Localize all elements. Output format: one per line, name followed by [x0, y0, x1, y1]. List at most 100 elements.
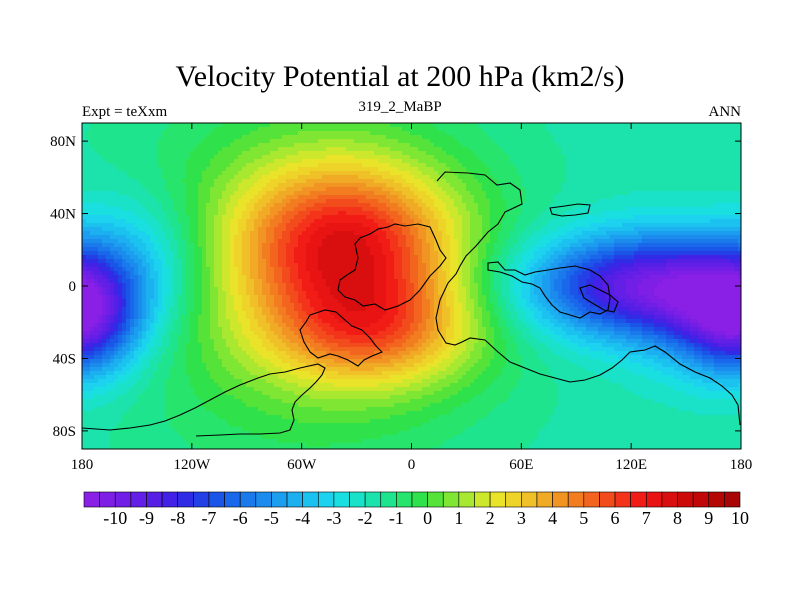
field-cell	[214, 131, 219, 136]
field-cell	[198, 219, 203, 224]
field-cell	[398, 183, 403, 188]
field-cell	[238, 223, 243, 228]
field-cell	[170, 199, 175, 204]
field-cell	[82, 243, 87, 248]
field-cell	[490, 207, 495, 212]
field-cell	[722, 211, 727, 216]
field-cell	[178, 211, 183, 216]
field-cell	[514, 175, 519, 180]
field-cell	[502, 223, 507, 228]
field-cell	[426, 139, 431, 144]
field-cell	[506, 135, 511, 140]
field-cell	[202, 187, 207, 192]
field-cell	[310, 203, 315, 208]
field-cell	[722, 131, 727, 136]
field-cell	[302, 215, 307, 220]
field-cell	[118, 231, 123, 236]
field-cell	[490, 191, 495, 196]
field-cell	[318, 135, 323, 140]
field-cell	[634, 131, 639, 136]
field-cell	[618, 199, 623, 204]
field-cell	[190, 175, 195, 180]
field-cell	[546, 151, 551, 156]
field-cell	[182, 235, 187, 240]
field-cell	[458, 219, 463, 224]
field-cell	[98, 215, 103, 220]
field-cell	[178, 135, 183, 140]
field-cell	[662, 159, 667, 164]
field-cell	[114, 223, 119, 228]
field-cell	[418, 159, 423, 164]
field-cell	[350, 235, 355, 240]
field-cell	[650, 139, 655, 144]
field-cell	[114, 199, 119, 204]
field-cell	[714, 159, 719, 164]
field-cell	[486, 235, 491, 240]
field-cell	[690, 207, 695, 212]
field-cell	[330, 199, 335, 204]
field-cell	[358, 171, 363, 176]
field-cell	[502, 235, 507, 240]
field-cell	[618, 191, 623, 196]
field-cell	[446, 215, 451, 220]
field-cell	[358, 135, 363, 140]
field-cell	[550, 223, 555, 228]
field-cell	[262, 123, 267, 128]
field-cell	[682, 207, 687, 212]
field-cell	[666, 155, 671, 160]
field-cell	[682, 211, 687, 216]
field-cell	[630, 135, 635, 140]
field-cell	[646, 139, 651, 144]
field-cell	[518, 227, 523, 232]
field-cell	[174, 243, 179, 248]
field-cell	[154, 135, 159, 140]
field-cell	[454, 139, 459, 144]
field-cell	[122, 151, 127, 156]
field-cell	[246, 151, 251, 156]
field-cell	[270, 139, 275, 144]
field-cell	[154, 163, 159, 168]
field-cell	[250, 235, 255, 240]
field-cell	[546, 135, 551, 140]
field-cell	[614, 199, 619, 204]
field-cell	[526, 135, 531, 140]
field-cell	[426, 187, 431, 192]
field-cell	[158, 235, 163, 240]
field-cell	[370, 139, 375, 144]
field-cell	[342, 143, 347, 148]
field-cell	[698, 171, 703, 176]
field-cell	[390, 239, 395, 244]
field-cell	[546, 191, 551, 196]
field-cell	[142, 143, 147, 148]
field-cell	[482, 203, 487, 208]
field-cell	[682, 123, 687, 128]
field-cell	[354, 199, 359, 204]
field-cell	[366, 167, 371, 172]
field-cell	[134, 235, 139, 240]
field-cell	[634, 199, 639, 204]
field-cell	[306, 135, 311, 140]
field-cell	[398, 231, 403, 236]
field-cell	[242, 211, 247, 216]
field-cell	[454, 191, 459, 196]
field-cell	[738, 131, 741, 136]
field-cell	[390, 127, 395, 132]
field-cell	[562, 211, 567, 216]
field-cell	[358, 143, 363, 148]
field-cell	[238, 219, 243, 224]
field-cell	[238, 171, 243, 176]
field-cell	[602, 143, 607, 148]
field-cell	[398, 127, 403, 132]
field-cell	[250, 159, 255, 164]
field-cell	[122, 227, 127, 232]
field-cell	[598, 175, 603, 180]
field-cell	[234, 231, 239, 236]
field-cell	[330, 219, 335, 224]
field-cell	[418, 183, 423, 188]
field-cell	[654, 139, 659, 144]
field-cell	[442, 235, 447, 240]
field-cell	[166, 131, 171, 136]
field-cell	[254, 179, 259, 184]
field-cell	[282, 179, 287, 184]
